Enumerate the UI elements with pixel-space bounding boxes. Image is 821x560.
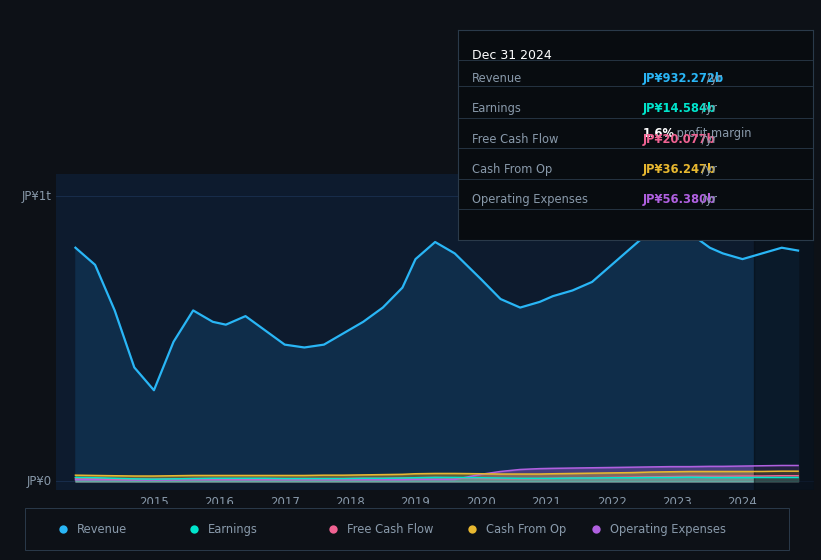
Text: JP¥56.380b: JP¥56.380b: [643, 194, 716, 207]
Text: JP¥36.247b: JP¥36.247b: [643, 163, 716, 176]
Text: /yr: /yr: [698, 102, 717, 115]
Text: Earnings: Earnings: [472, 102, 522, 115]
Text: Revenue: Revenue: [472, 72, 522, 85]
Text: JP¥0: JP¥0: [27, 475, 52, 488]
Text: Operating Expenses: Operating Expenses: [472, 194, 589, 207]
Text: JP¥1t: JP¥1t: [22, 190, 52, 203]
Text: /yr: /yr: [698, 194, 717, 207]
Text: JP¥14.584b: JP¥14.584b: [643, 102, 716, 115]
Text: JP¥932.272b: JP¥932.272b: [643, 72, 723, 85]
Text: Earnings: Earnings: [209, 522, 258, 536]
Text: Free Cash Flow: Free Cash Flow: [347, 522, 433, 536]
Text: Revenue: Revenue: [77, 522, 127, 536]
Text: 1.6%: 1.6%: [643, 127, 675, 141]
Text: Cash From Op: Cash From Op: [472, 163, 553, 176]
Bar: [754, 174, 814, 490]
Text: Dec 31 2024: Dec 31 2024: [472, 49, 552, 62]
Text: profit margin: profit margin: [672, 127, 751, 141]
Text: /yr: /yr: [703, 72, 722, 85]
Text: /yr: /yr: [698, 133, 717, 146]
Text: JP¥20.077b: JP¥20.077b: [643, 133, 715, 146]
Text: Operating Expenses: Operating Expenses: [610, 522, 726, 536]
Text: /yr: /yr: [698, 163, 717, 176]
Text: Free Cash Flow: Free Cash Flow: [472, 133, 558, 146]
Text: Cash From Op: Cash From Op: [486, 522, 566, 536]
